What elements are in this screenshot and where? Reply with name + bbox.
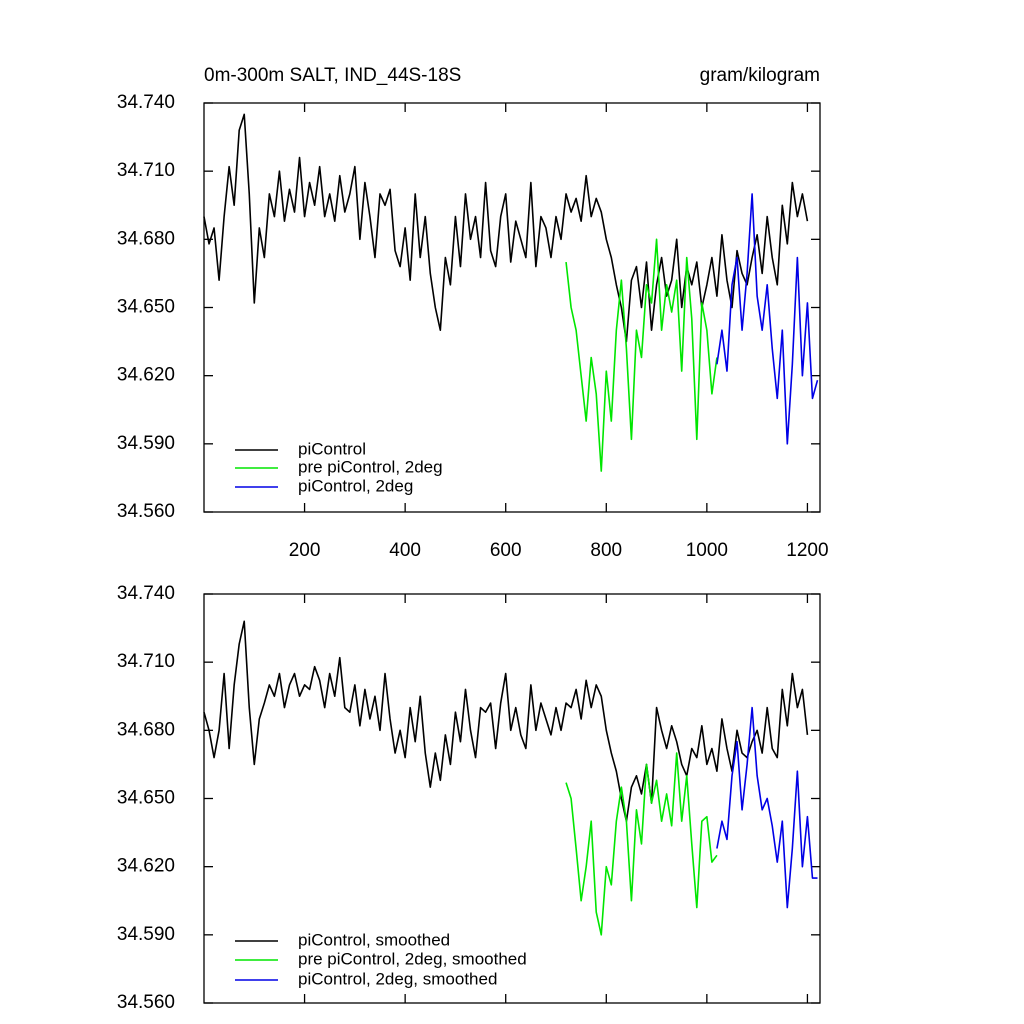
series-line	[716, 706, 818, 909]
y-tick-label: 34.620	[117, 365, 175, 386]
legend-label: piControl, 2deg	[298, 476, 413, 495]
y-tick-label: 34.680	[117, 228, 175, 249]
chart-title: 0m-300m SALT, IND_44S-18S	[204, 65, 461, 86]
legend-label: pre piControl, 2deg, smoothed	[298, 949, 527, 968]
y-tick-label: 34.680	[117, 719, 175, 740]
y-tick-label: 34.590	[117, 924, 175, 945]
legend-label: piControl	[298, 439, 366, 458]
x-tick-label: 600	[490, 540, 522, 561]
x-tick-label: 1200	[786, 540, 828, 561]
legend-label: pre piControl, 2deg	[298, 457, 443, 476]
y-tick-label: 34.560	[117, 992, 175, 1013]
y-tick-label: 34.590	[117, 433, 175, 454]
series-line	[203, 620, 809, 823]
x-tick-label: 1000	[686, 540, 728, 561]
y-tick-label: 34.560	[117, 501, 175, 522]
y-tick-label: 34.650	[117, 788, 175, 809]
y-tick-label: 34.710	[117, 651, 175, 672]
y-tick-label: 34.740	[117, 583, 175, 604]
y-tick-label: 34.740	[117, 92, 175, 113]
series-line	[565, 238, 718, 472]
series-line	[565, 752, 718, 936]
x-tick-label: 400	[389, 540, 421, 561]
y-tick-label: 34.650	[117, 297, 175, 318]
legend-label: piControl, smoothed	[298, 930, 450, 949]
series-line	[203, 113, 809, 343]
x-tick-label: 800	[590, 540, 622, 561]
units: gram/kilogram	[700, 65, 820, 86]
y-tick-label: 34.620	[117, 856, 175, 877]
series-line	[716, 193, 819, 445]
x-tick-label: 200	[289, 540, 321, 561]
legend-label: piControl, 2deg, smoothed	[298, 969, 497, 988]
y-tick-label: 34.710	[117, 160, 175, 181]
